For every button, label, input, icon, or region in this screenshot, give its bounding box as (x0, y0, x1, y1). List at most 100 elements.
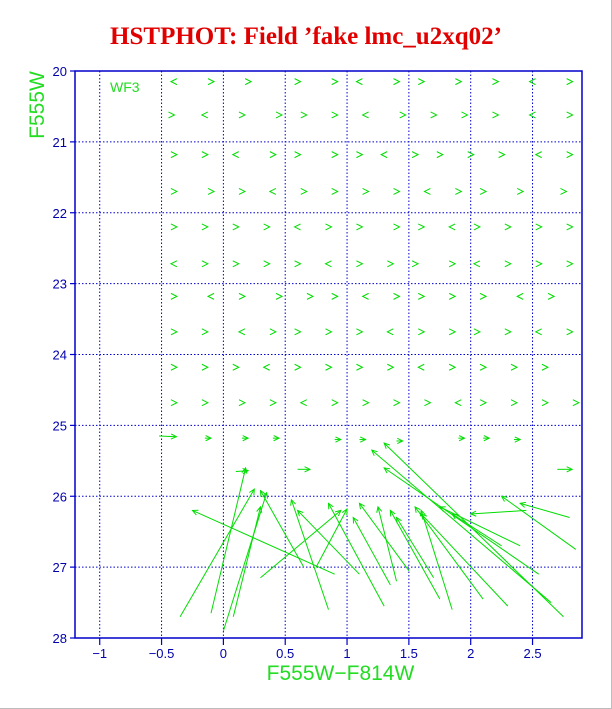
star-marker (237, 328, 246, 336)
star-marker (361, 292, 369, 300)
star-marker (232, 363, 240, 371)
shift-vector-head (249, 488, 255, 496)
star-marker (201, 328, 209, 336)
shift-vector-line (383, 467, 540, 575)
star-marker (170, 363, 179, 371)
star-marker (356, 151, 364, 159)
shift-vector (500, 495, 577, 550)
star-marker (170, 151, 179, 159)
y-tick-label: 26 (53, 489, 67, 504)
shift-vector-line (451, 513, 502, 547)
star-marker (231, 151, 239, 159)
star-marker (387, 363, 395, 371)
star-marker (170, 399, 179, 407)
star-marker (448, 328, 457, 336)
shift-vector-head (483, 435, 491, 442)
y-axis-title: F555W (26, 71, 49, 139)
shift-vector-line (439, 506, 521, 547)
shift-vector (419, 509, 453, 610)
star-marker (418, 328, 426, 336)
star-marker (201, 399, 209, 407)
star-marker (294, 328, 302, 336)
shift-vector-head (389, 509, 396, 517)
shift-vector-head (414, 505, 421, 513)
y-tick-label: 27 (53, 560, 67, 575)
shift-vector (272, 435, 281, 442)
star-marker (170, 223, 179, 231)
shift-vector-line (328, 503, 385, 607)
shift-vector (395, 516, 435, 579)
star-marker (448, 223, 456, 231)
star-marker (504, 260, 512, 268)
star-marker (306, 292, 315, 300)
shift-vector-line (420, 513, 509, 607)
shift-vector (414, 505, 484, 600)
star-marker (473, 328, 482, 336)
star-marker (411, 260, 420, 268)
shift-vector-head (458, 435, 466, 442)
star-marker (325, 363, 333, 371)
shift-vector-head (191, 509, 199, 516)
star-marker (331, 292, 339, 300)
shift-vector (483, 435, 491, 442)
star-marker (455, 78, 463, 86)
star-marker (355, 78, 363, 86)
shift-vector (469, 509, 527, 517)
y-tick-label: 20 (53, 64, 67, 79)
shift-vector (327, 502, 385, 607)
star-marker (207, 78, 216, 86)
shift-vector (259, 489, 305, 568)
shift-vector-line (179, 488, 255, 617)
shift-vector-head (383, 467, 391, 474)
shift-vector (389, 509, 441, 600)
star-marker (170, 188, 179, 195)
star-marker (418, 78, 426, 86)
star-marker (492, 78, 500, 86)
shift-vector-head (327, 502, 334, 510)
shift-vector (191, 509, 335, 575)
star-marker (510, 399, 519, 407)
star-marker (454, 399, 462, 407)
shift-vector-line (315, 508, 348, 568)
star-marker (492, 111, 500, 119)
star-marker (207, 188, 216, 195)
star-marker (232, 260, 240, 268)
y-tick-label: 21 (53, 135, 67, 150)
shift-vector-head (566, 466, 574, 473)
shift-vector (315, 507, 348, 568)
star-marker (380, 151, 388, 159)
shift-vector-line (260, 490, 305, 568)
shift-vector-head (370, 449, 378, 456)
star-marker (244, 78, 253, 86)
star-marker (238, 292, 247, 300)
star-marker (269, 399, 277, 407)
star-marker (467, 151, 475, 159)
star-marker (169, 260, 178, 268)
x-tick-label: 1 (343, 646, 350, 661)
star-marker (299, 399, 307, 407)
star-marker (516, 188, 525, 195)
y-tick-label: 25 (53, 418, 67, 433)
star-marker (232, 223, 240, 231)
star-marker (238, 399, 247, 407)
star-marker (362, 188, 370, 195)
star-marker (293, 223, 301, 231)
star-marker (275, 111, 284, 119)
shift-vector-head (256, 505, 263, 513)
shift-vector (376, 505, 397, 582)
x-tick-label: 2 (467, 646, 474, 661)
shift-vector (420, 513, 509, 607)
y-tick-label: 22 (53, 206, 67, 221)
star-marker (263, 223, 271, 231)
star-marker (418, 223, 426, 231)
shift-vector-head (420, 513, 428, 520)
star-marker (479, 363, 488, 371)
star-marker (566, 328, 574, 336)
shift-vector-head (262, 491, 269, 499)
shift-vector-line (389, 510, 441, 600)
shift-vector-line (192, 509, 335, 575)
shift-vector-line (297, 510, 360, 575)
star-marker (566, 151, 574, 159)
star-marker (461, 111, 469, 119)
star-marker (528, 78, 536, 86)
